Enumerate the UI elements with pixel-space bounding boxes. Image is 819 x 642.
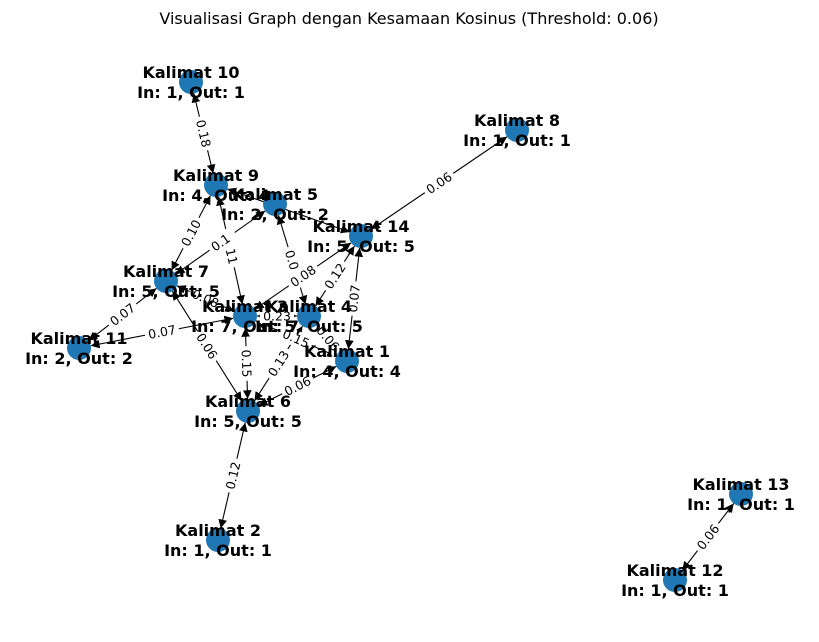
edge-weight-bg: [175, 214, 207, 252]
edge-k9-k14: [227, 187, 350, 234]
edge-weight-bg: [344, 280, 364, 317]
edge-weight-bg: [278, 371, 317, 401]
node-name-label: Kalimat 10: [142, 63, 239, 82]
edge-weight-bg: [191, 327, 223, 365]
edge-weight-group: 0.10: [175, 214, 207, 252]
edge-weight-group: 0.07: [103, 297, 142, 332]
nodes-layer: [67, 70, 753, 592]
edge-weight-bg: [310, 320, 346, 357]
node-name-label: Kalimat 13: [692, 475, 789, 494]
edge-weight-group: 0.12: [318, 257, 352, 295]
node-stats-label: In: 5, Out: 5: [255, 317, 363, 336]
edge-labels-layer: 0.180.060.100.110.10.00.070.080.060.070.…: [103, 114, 725, 556]
node-name-label: Kalimat 14: [312, 217, 409, 236]
node-k2: [206, 528, 230, 552]
node-name-label: Kalimat 4: [266, 297, 352, 316]
edge-weight-group: 0.0: [280, 244, 304, 276]
node-name-label: Kalimat 5: [232, 185, 318, 204]
node-stats-label: In: 4, Out: 4: [162, 186, 270, 205]
edge-weight-label: 0.23: [263, 309, 291, 324]
node-name-label: Kalimat 3: [202, 297, 288, 316]
node-name-label: Kalimat 8: [474, 111, 560, 130]
edge-weight-bg: [259, 308, 295, 324]
node-stats-label: In: 7, Out: 7: [191, 317, 299, 336]
edge-weight-label: 0.18: [193, 118, 214, 149]
edge-weight-label: 0.15: [239, 349, 255, 377]
node-name-label: Kalimat 12: [626, 561, 723, 580]
edge-weight-group: 0.13: [262, 344, 295, 383]
edge-weight-bg: [420, 166, 458, 200]
edge-weight-group: 0.12: [221, 456, 245, 495]
node-stats-label: In: 1, Out: 1: [621, 581, 729, 600]
edge-weight-bg: [204, 228, 237, 257]
node-stats-label: In: 5, Out: 5: [307, 237, 415, 256]
node-name-label: Kalimat 9: [173, 166, 259, 185]
edge-weight-bg: [191, 114, 216, 153]
edge-weight-bg: [186, 284, 225, 313]
edge-weight-group: 0.06: [691, 518, 725, 556]
edge-weight-group: 0.06: [420, 166, 458, 200]
edge-weight-bg: [318, 257, 352, 295]
node-name-label: Kalimat 2: [175, 521, 261, 540]
node-k14: [349, 224, 373, 248]
node-name-label: Kalimat 7: [123, 262, 209, 281]
node-k9: [204, 173, 228, 197]
node-stats-label: In: 1, Out: 1: [164, 541, 272, 560]
node-name-label: Kalimat 6: [205, 392, 291, 411]
edge-weight-bg: [280, 244, 304, 276]
node-k6: [236, 399, 260, 423]
node-stats-label: In: 1, Out: 1: [137, 83, 245, 102]
edge-weight-group: 0.23: [259, 308, 295, 324]
node-k8: [505, 118, 529, 142]
node-stats-label: In: 1, Out: 1: [687, 495, 795, 514]
node-stats-label: In: 1, Out: 1: [463, 131, 571, 150]
edge-weight-label: 0.07: [147, 322, 177, 342]
node-name-label: Kalimat 11: [30, 329, 127, 348]
edge-weight-bg: [103, 297, 142, 332]
edge-weight-bg: [237, 346, 256, 381]
node-k5: [263, 192, 287, 216]
edge-weight-label: 0.0: [282, 248, 302, 271]
edge-weight-group: 0.07: [344, 280, 364, 317]
node-stats-label: In: 4, Out: 4: [293, 362, 401, 381]
node-k12: [663, 568, 687, 592]
edge-weight-bg: [691, 518, 725, 556]
edge-weight-bg: [284, 259, 322, 293]
edge-weight-bg: [262, 344, 295, 383]
node-k10: [179, 70, 203, 94]
node-name-label: Kalimat 1: [304, 342, 390, 361]
chart-title: Visualisasi Graph dengan Kesamaan Kosinu…: [159, 9, 658, 28]
edge-weight-bg: [277, 324, 315, 353]
node-k11: [67, 336, 91, 360]
node-stats-label: In: 5, Out: 5: [194, 412, 302, 431]
edge-weight-group: 0.18: [191, 114, 216, 153]
node-k4: [297, 304, 321, 328]
edge-weight-group: 0.15: [237, 346, 256, 381]
node-k3: [233, 304, 257, 328]
edge-weight-group: 0.07: [143, 320, 181, 344]
node-stats-label: In: 2, Out: 2: [25, 349, 133, 368]
edge-weight-label: 0.07: [345, 284, 363, 313]
edge-weight-bg: [221, 456, 245, 495]
node-k13: [729, 482, 753, 506]
node-k1: [335, 349, 359, 373]
node-k7: [154, 269, 178, 293]
node-stats-label: In: 2, Out: 2: [221, 205, 329, 224]
edge-weight-label: 0.12: [223, 460, 244, 491]
edge-weight-bg: [143, 320, 181, 344]
node-stats-label: In: 5, Out: 5: [112, 282, 220, 301]
